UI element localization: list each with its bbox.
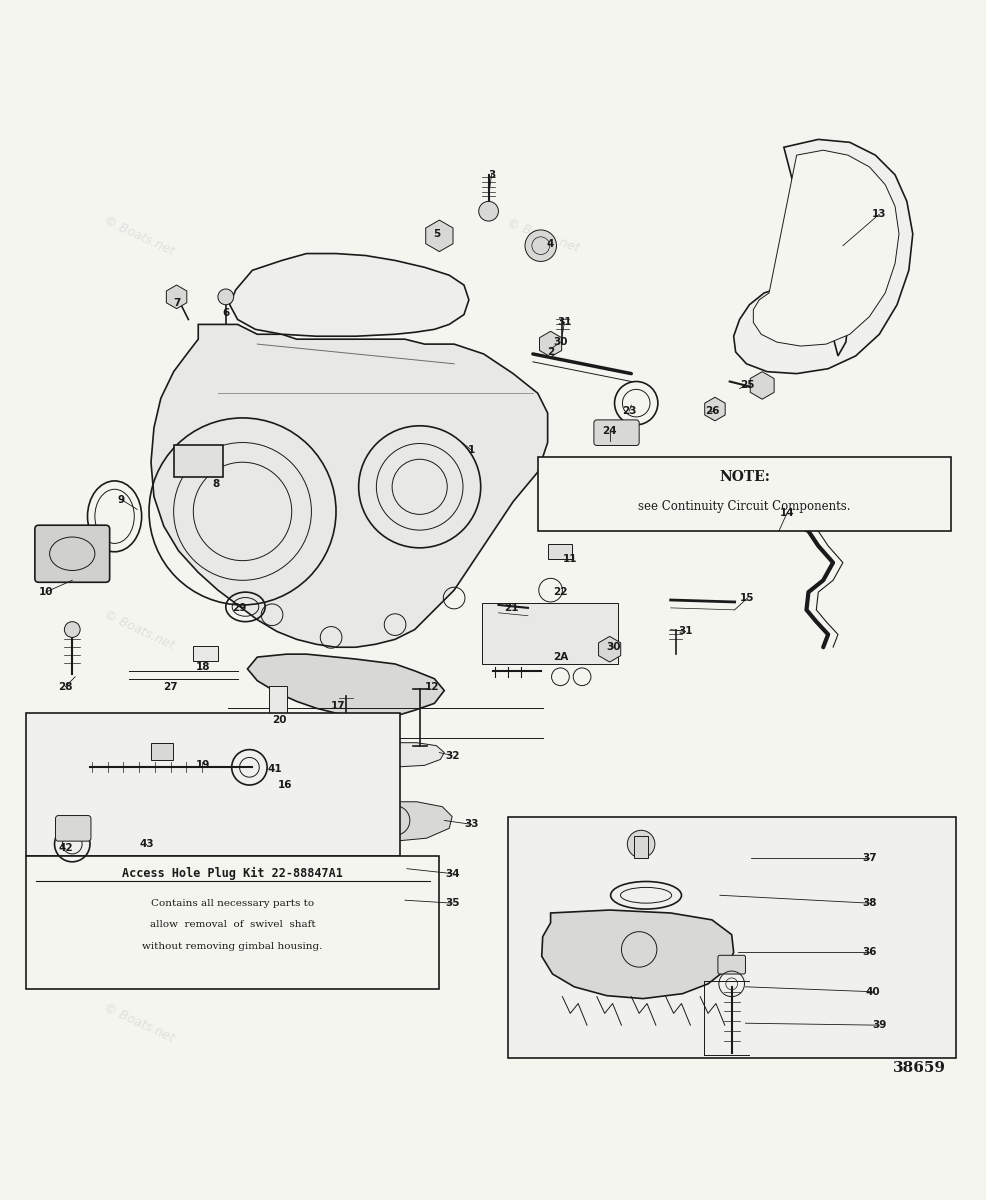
Text: 14: 14 <box>779 509 794 518</box>
Circle shape <box>64 622 80 637</box>
Bar <box>537 457 951 532</box>
Text: 16: 16 <box>277 780 292 790</box>
Text: 21: 21 <box>504 602 518 613</box>
Text: 4: 4 <box>546 239 554 248</box>
Text: © Boats.net: © Boats.net <box>504 611 580 649</box>
Polygon shape <box>230 253 468 336</box>
Text: 31: 31 <box>677 626 692 636</box>
Text: 30: 30 <box>552 337 567 347</box>
Text: 24: 24 <box>601 426 616 436</box>
Bar <box>26 856 439 989</box>
Text: 38659: 38659 <box>892 1061 946 1074</box>
Text: allow  removal  of  swivel  shaft: allow removal of swivel shaft <box>150 920 316 929</box>
Text: 39: 39 <box>872 1020 885 1030</box>
Bar <box>547 544 572 559</box>
Text: 6: 6 <box>222 307 229 318</box>
Circle shape <box>627 830 655 858</box>
Polygon shape <box>541 910 733 998</box>
Circle shape <box>218 289 234 305</box>
Text: 8: 8 <box>212 479 219 488</box>
Text: 19: 19 <box>196 761 210 770</box>
Bar <box>26 713 399 856</box>
Circle shape <box>255 752 271 768</box>
Text: 12: 12 <box>425 682 440 691</box>
Text: 36: 36 <box>862 947 876 958</box>
Text: Contains all necessary parts to: Contains all necessary parts to <box>151 899 314 907</box>
FancyBboxPatch shape <box>55 816 91 841</box>
Text: 27: 27 <box>164 682 177 691</box>
Bar <box>508 816 955 1057</box>
Polygon shape <box>733 139 912 373</box>
Text: © Boats.net: © Boats.net <box>102 607 176 652</box>
Bar <box>634 836 648 858</box>
Text: 26: 26 <box>704 406 719 416</box>
Bar <box>269 685 287 724</box>
Text: 11: 11 <box>562 553 577 564</box>
Bar <box>481 602 617 664</box>
Text: NOTE:: NOTE: <box>719 470 769 484</box>
Text: 43: 43 <box>140 839 154 850</box>
Text: © Boats.net: © Boats.net <box>504 217 580 254</box>
Text: 31: 31 <box>556 318 571 328</box>
Polygon shape <box>337 802 452 841</box>
Text: 37: 37 <box>862 853 876 863</box>
Text: 1: 1 <box>467 445 475 455</box>
FancyBboxPatch shape <box>717 955 744 974</box>
Text: 17: 17 <box>330 701 345 712</box>
Text: 22: 22 <box>552 587 567 598</box>
Text: © Boats.net: © Boats.net <box>504 1004 580 1043</box>
Text: 15: 15 <box>740 593 754 604</box>
Circle shape <box>478 202 498 221</box>
Bar <box>174 445 223 476</box>
Text: see Continuity Circuit Components.: see Continuity Circuit Components. <box>638 500 850 512</box>
Text: 25: 25 <box>740 380 754 390</box>
Text: 29: 29 <box>232 602 246 613</box>
Polygon shape <box>345 743 444 767</box>
Text: Access Hole Plug Kit 22-88847A1: Access Hole Plug Kit 22-88847A1 <box>122 868 343 880</box>
Polygon shape <box>247 654 444 718</box>
Bar <box>193 647 218 661</box>
Text: without removing gimbal housing.: without removing gimbal housing. <box>142 942 322 950</box>
Text: 7: 7 <box>173 298 180 307</box>
Text: 9: 9 <box>117 494 125 505</box>
Text: 3: 3 <box>487 170 495 180</box>
Text: 20: 20 <box>271 715 286 725</box>
Text: 35: 35 <box>445 898 458 908</box>
Text: 10: 10 <box>38 587 53 598</box>
FancyBboxPatch shape <box>594 420 639 445</box>
Text: 23: 23 <box>621 406 636 416</box>
Bar <box>151 743 173 761</box>
Text: 18: 18 <box>195 662 210 672</box>
FancyBboxPatch shape <box>35 526 109 582</box>
Text: 41: 41 <box>267 764 282 774</box>
Polygon shape <box>752 150 898 346</box>
Text: 5: 5 <box>432 229 440 239</box>
Text: © Boats.net: © Boats.net <box>102 1001 176 1045</box>
Text: 33: 33 <box>464 820 478 829</box>
Text: 2: 2 <box>546 347 554 356</box>
Text: 2A: 2A <box>552 652 568 662</box>
Text: 40: 40 <box>865 986 879 997</box>
Polygon shape <box>151 324 547 647</box>
Text: © Boats.net: © Boats.net <box>102 214 176 258</box>
Text: 42: 42 <box>58 844 73 853</box>
Text: 28: 28 <box>58 682 73 691</box>
Text: 32: 32 <box>445 750 458 761</box>
Circle shape <box>525 230 556 262</box>
Text: 30: 30 <box>605 642 620 653</box>
Text: 38: 38 <box>862 898 876 908</box>
Text: 34: 34 <box>445 869 459 878</box>
Text: 13: 13 <box>872 209 885 220</box>
